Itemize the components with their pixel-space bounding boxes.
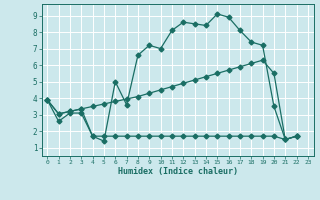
X-axis label: Humidex (Indice chaleur): Humidex (Indice chaleur) [118, 167, 237, 176]
